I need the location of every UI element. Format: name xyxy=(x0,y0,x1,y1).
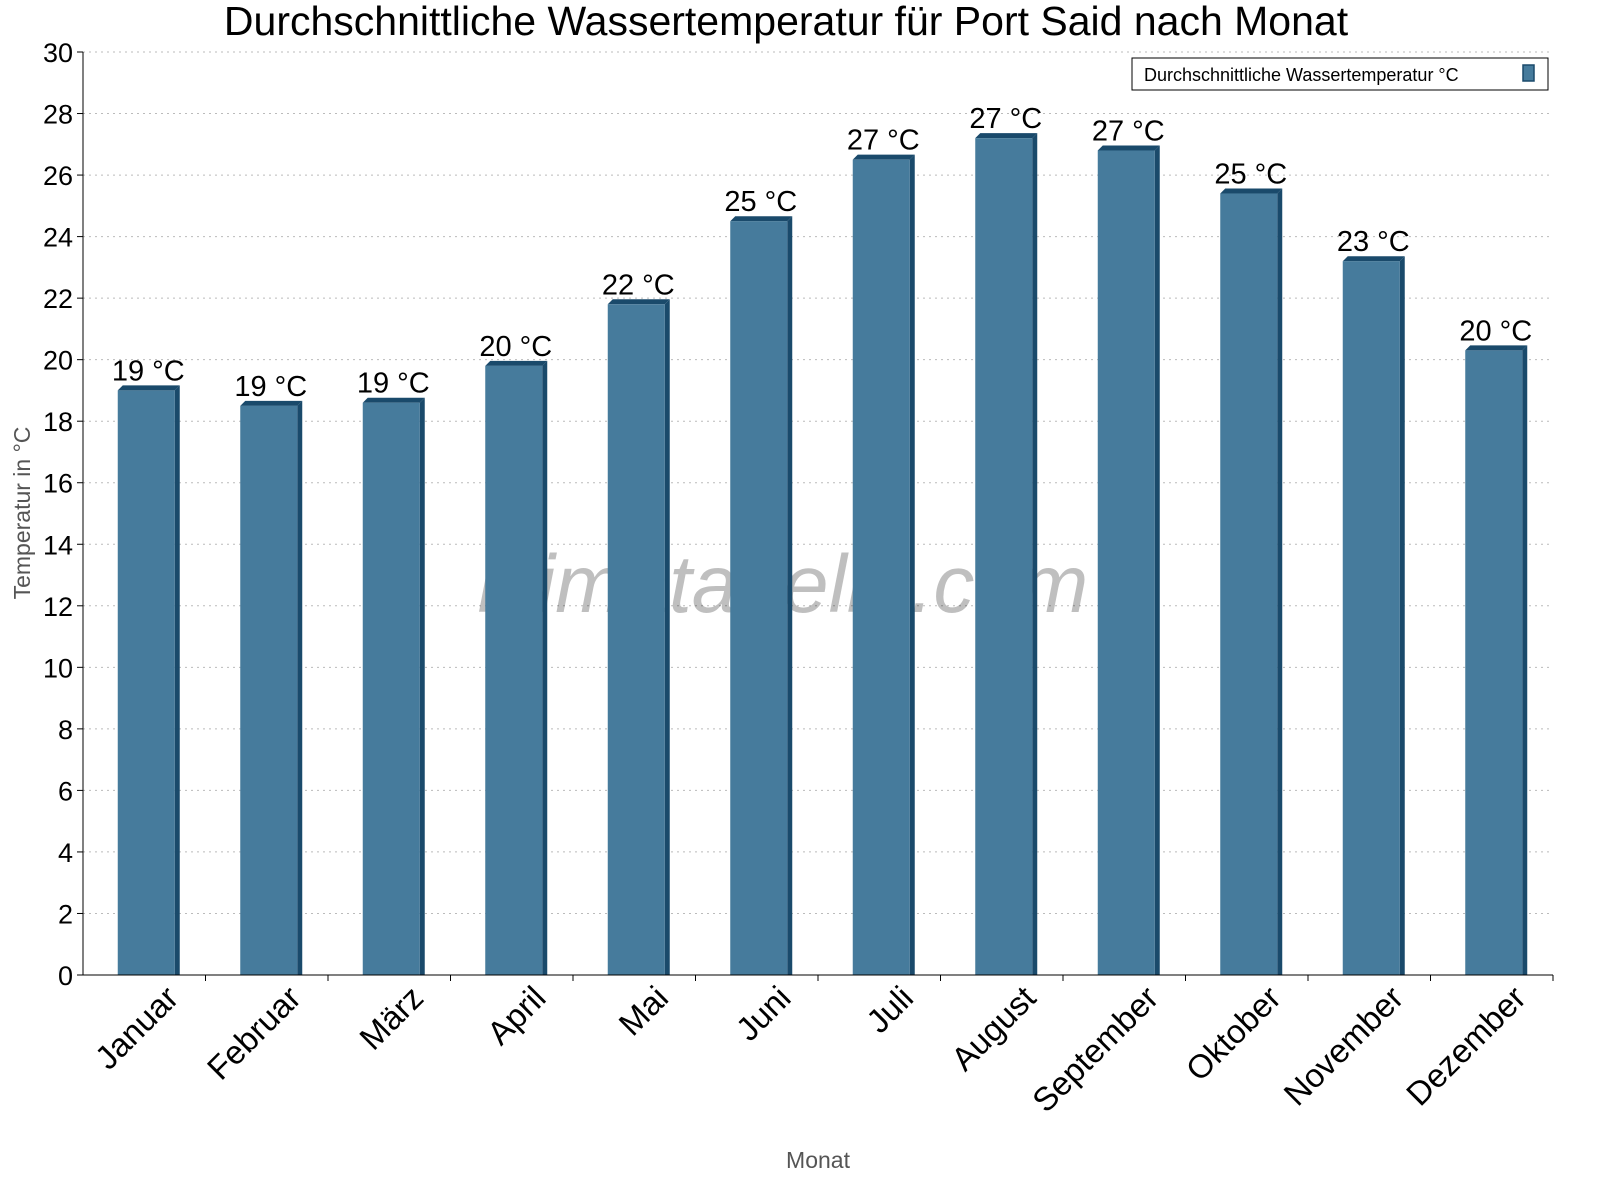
data-label: 20 °C xyxy=(1459,315,1532,347)
x-tick-label: Juli xyxy=(859,979,920,1040)
bar-side xyxy=(1399,256,1405,975)
data-label: 27 °C xyxy=(969,103,1042,135)
data-label: 22 °C xyxy=(602,269,675,301)
y-tick-label: 30 xyxy=(43,38,73,68)
y-tick-label: 18 xyxy=(43,407,73,437)
x-axis-label: Monat xyxy=(786,1147,851,1173)
bar xyxy=(362,402,420,975)
bar-side xyxy=(297,400,303,976)
legend-swatch xyxy=(1522,64,1535,82)
data-label: 25 °C xyxy=(1214,159,1287,191)
y-tick-label: 4 xyxy=(58,838,73,868)
bar-side xyxy=(664,299,670,976)
bar-side xyxy=(1522,345,1528,976)
bar xyxy=(240,405,298,976)
bar-top xyxy=(117,385,180,391)
bar-top xyxy=(1342,256,1405,262)
bar-top xyxy=(975,133,1038,139)
bar xyxy=(607,304,665,976)
bar xyxy=(1220,193,1278,975)
bar xyxy=(1097,150,1155,975)
x-tick-label: Mai xyxy=(611,979,675,1043)
bar-top xyxy=(240,400,303,406)
data-label: 25 °C xyxy=(724,186,797,218)
data-label: 20 °C xyxy=(479,331,552,363)
bar-top xyxy=(1220,188,1283,194)
bar xyxy=(852,159,910,975)
x-tick-label: September xyxy=(1025,979,1165,1119)
x-tick-label: April xyxy=(480,979,553,1052)
data-label: 27 °C xyxy=(847,125,920,157)
data-label: 19 °C xyxy=(234,371,307,403)
bar xyxy=(1342,261,1400,975)
bar-top xyxy=(1097,145,1160,151)
y-tick-label: 26 xyxy=(43,161,73,191)
bar-side xyxy=(419,397,425,975)
bar-side xyxy=(174,385,180,975)
x-tick-label: August xyxy=(944,979,1043,1078)
y-axis-label: Temperatur in °C xyxy=(9,427,35,600)
x-tick-label: Februar xyxy=(200,979,308,1087)
y-tick-label: 14 xyxy=(43,530,73,560)
bar-side xyxy=(1154,145,1160,975)
x-tick-label: Oktober xyxy=(1179,979,1288,1088)
legend: Durchschnittliche Wassertemperatur °C xyxy=(1131,57,1549,91)
bar-top xyxy=(607,299,670,305)
y-tick-label: 0 xyxy=(58,961,73,991)
y-tick-label: 12 xyxy=(43,592,73,622)
x-tick-label: März xyxy=(352,979,430,1057)
bar xyxy=(975,138,1033,975)
bar xyxy=(485,365,543,975)
bar-top xyxy=(730,216,793,222)
y-tick-label: 22 xyxy=(43,284,73,314)
data-label: 27 °C xyxy=(1092,115,1165,147)
x-tick-label: November xyxy=(1276,979,1410,1113)
x-tick-label: Juni xyxy=(729,979,798,1048)
bar-side xyxy=(909,154,915,975)
bar-top xyxy=(485,360,548,366)
data-label: 19 °C xyxy=(357,368,430,400)
bar-side xyxy=(1277,188,1283,975)
x-tick-label: Dezember xyxy=(1399,979,1533,1113)
bar xyxy=(117,390,175,975)
y-tick-label: 20 xyxy=(43,346,73,376)
bar-top xyxy=(1465,345,1528,351)
bar-side xyxy=(787,216,793,975)
data-label: 19 °C xyxy=(112,355,185,387)
y-tick-label: 10 xyxy=(43,653,73,683)
y-tick-label: 6 xyxy=(58,776,73,806)
chart-title: Durchschnittliche Wassertemperatur für P… xyxy=(223,0,1349,44)
legend-label: Durchschnittliche Wassertemperatur °C xyxy=(1144,65,1459,85)
data-label: 23 °C xyxy=(1337,226,1410,258)
x-tick-label: Januar xyxy=(88,979,186,1077)
y-tick-label: 8 xyxy=(58,715,73,745)
bar-top xyxy=(362,397,425,403)
y-tick-label: 2 xyxy=(58,899,73,929)
y-tick-label: 16 xyxy=(43,469,73,499)
bar-side xyxy=(542,360,548,975)
bar-top xyxy=(852,154,915,160)
bar xyxy=(1465,350,1523,976)
bar xyxy=(730,221,788,975)
y-tick-label: 24 xyxy=(43,223,73,253)
bar-side xyxy=(1032,133,1038,975)
y-tick-label: 28 xyxy=(43,100,73,130)
